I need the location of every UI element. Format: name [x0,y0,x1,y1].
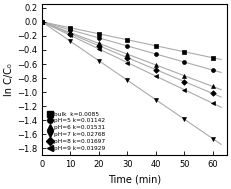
Point [182,74,186,77]
Point [97,44,101,47]
Point [182,60,186,64]
Point [97,47,101,50]
Point [211,68,214,71]
Point [125,61,129,64]
Point [97,59,101,62]
Point [154,53,158,56]
Point [40,20,44,23]
Point [211,137,214,140]
Point [40,20,44,23]
Y-axis label: ln C/C₀: ln C/C₀ [4,64,14,96]
Point [40,20,44,23]
Point [211,56,214,59]
Point [154,68,158,71]
Point [40,20,44,23]
Point [97,36,101,40]
Point [69,40,72,43]
Point [69,31,72,34]
Point [69,26,72,29]
Point [154,63,158,66]
Point [154,75,158,78]
Point [40,20,44,23]
Point [182,88,186,91]
Point [97,32,101,35]
Legend: bulk  k=0.0085, pH=5 k=0.01142, pH=6 k=0.01531, pH=7 k=0.02768, pH=8 k=0.01697, : bulk k=0.0085, pH=5 k=0.01142, pH=6 k=0.… [45,110,107,153]
Point [125,79,129,82]
Point [154,44,158,47]
Point [125,38,129,41]
Point [97,42,101,45]
X-axis label: Time (min): Time (min) [108,175,161,185]
Point [211,92,214,95]
Point [211,85,214,88]
Point [211,102,214,105]
Point [125,53,129,56]
Point [182,118,186,121]
Point [125,56,129,59]
Point [154,98,158,101]
Point [40,20,44,23]
Point [69,28,72,31]
Point [69,34,72,37]
Point [182,50,186,53]
Point [69,32,72,35]
Point [125,44,129,47]
Point [182,80,186,83]
